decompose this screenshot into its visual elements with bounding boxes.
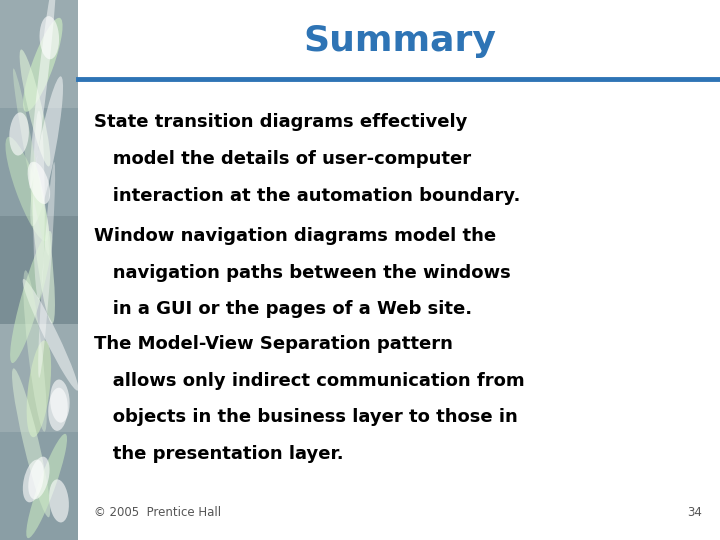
Ellipse shape <box>40 16 59 59</box>
Text: 34: 34 <box>687 507 702 519</box>
Text: the presentation layer.: the presentation layer. <box>94 445 343 463</box>
Bar <box>0 324 78 432</box>
Ellipse shape <box>30 163 55 323</box>
Ellipse shape <box>9 112 29 156</box>
Ellipse shape <box>27 340 51 437</box>
Ellipse shape <box>23 18 63 112</box>
Text: The Model-View Separation pattern: The Model-View Separation pattern <box>94 335 452 353</box>
Ellipse shape <box>10 231 52 363</box>
Ellipse shape <box>27 161 50 204</box>
Ellipse shape <box>28 457 50 500</box>
Text: Window navigation diagrams model the: Window navigation diagrams model the <box>94 227 496 245</box>
Ellipse shape <box>23 271 47 431</box>
Text: objects in the business layer to those in: objects in the business layer to those i… <box>94 408 518 426</box>
Bar <box>0 0 78 108</box>
Ellipse shape <box>50 380 70 423</box>
Ellipse shape <box>26 434 67 538</box>
Text: in a GUI or the pages of a Web site.: in a GUI or the pages of a Web site. <box>94 300 472 318</box>
Ellipse shape <box>30 0 56 188</box>
Ellipse shape <box>49 480 69 523</box>
Bar <box>0 432 78 540</box>
Ellipse shape <box>12 368 50 517</box>
Ellipse shape <box>30 76 63 226</box>
Ellipse shape <box>6 137 49 241</box>
Ellipse shape <box>23 460 44 502</box>
Text: interaction at the automation boundary.: interaction at the automation boundary. <box>94 187 520 205</box>
Ellipse shape <box>48 388 68 431</box>
Ellipse shape <box>19 50 50 166</box>
Ellipse shape <box>38 162 55 378</box>
Ellipse shape <box>13 69 49 255</box>
Bar <box>0 0 78 540</box>
Bar <box>0 216 78 324</box>
Text: model the details of user-computer: model the details of user-computer <box>94 150 471 168</box>
Bar <box>0 108 78 216</box>
Text: Summary: Summary <box>303 24 496 57</box>
Text: State transition diagrams effectively: State transition diagrams effectively <box>94 113 467 131</box>
Ellipse shape <box>33 111 45 300</box>
Ellipse shape <box>22 279 78 390</box>
Text: allows only indirect communication from: allows only indirect communication from <box>94 372 524 389</box>
Text: © 2005  Prentice Hall: © 2005 Prentice Hall <box>94 507 221 519</box>
Text: navigation paths between the windows: navigation paths between the windows <box>94 264 510 281</box>
